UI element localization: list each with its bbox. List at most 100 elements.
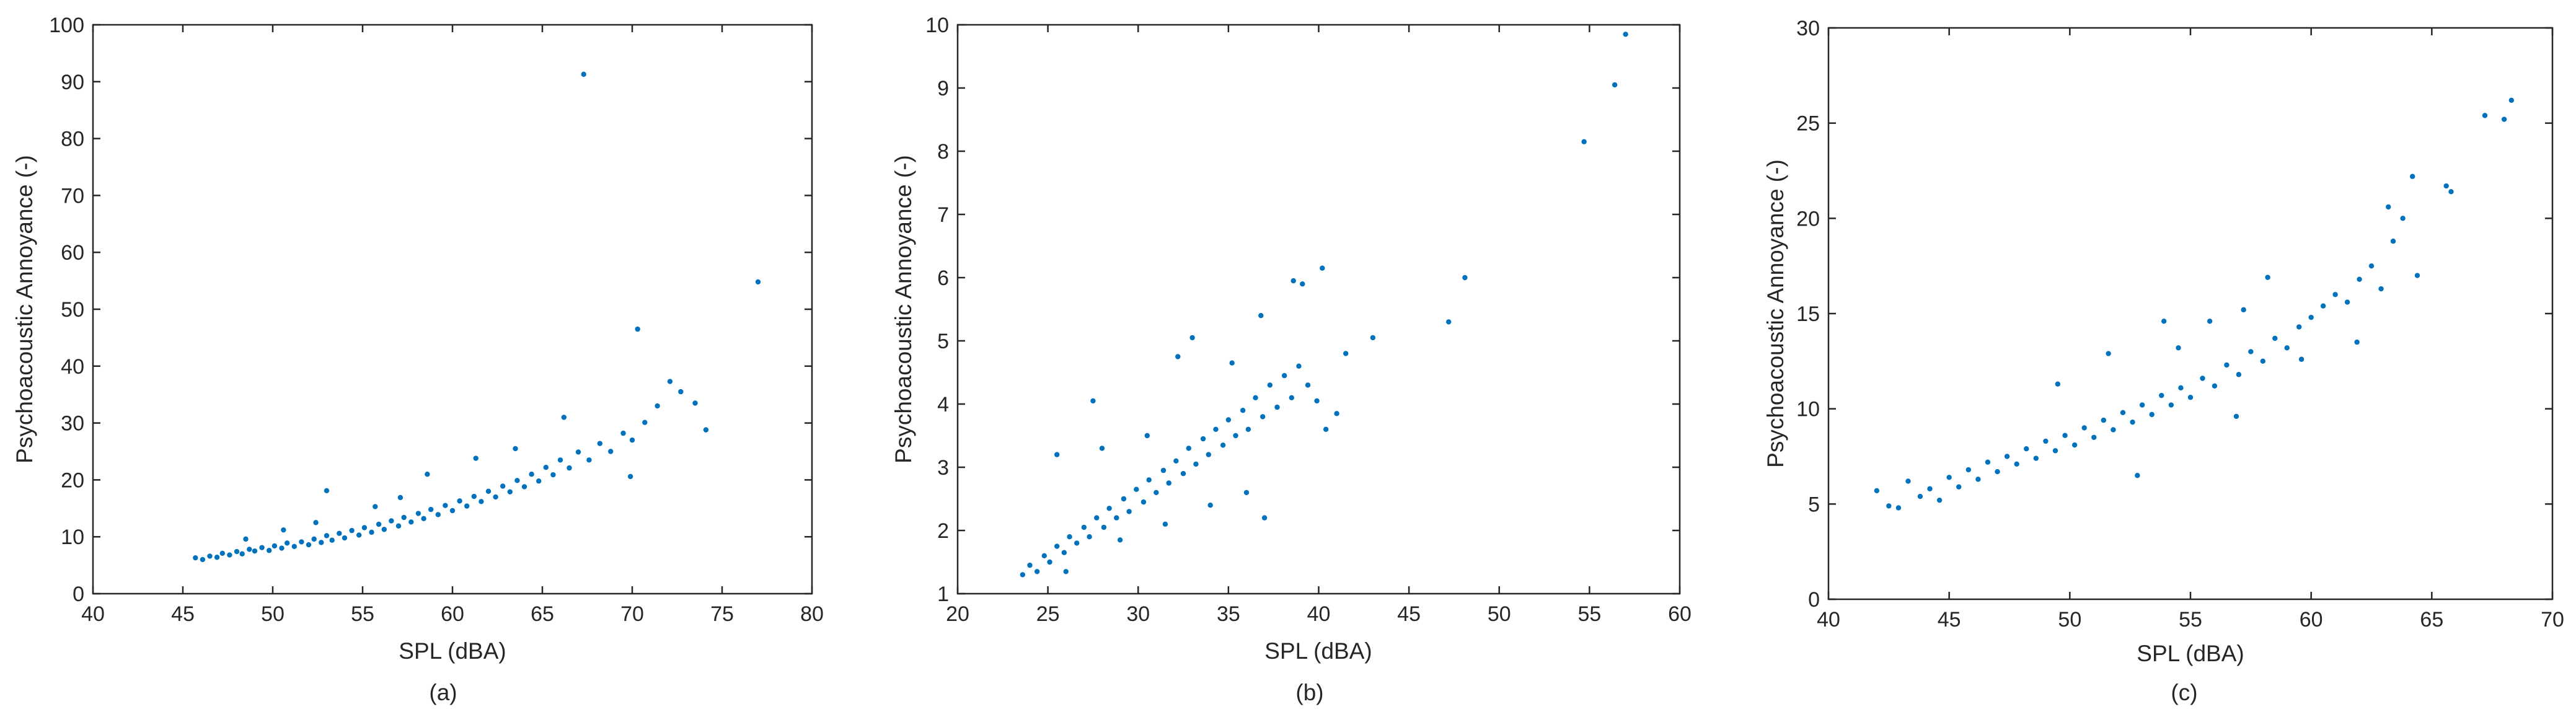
- data-point: [550, 472, 556, 478]
- data-point: [1927, 486, 1933, 491]
- y-tick-label: 1: [937, 583, 949, 606]
- data-point: [1956, 484, 1962, 490]
- data-point: [500, 483, 506, 489]
- data-point: [1153, 490, 1159, 495]
- data-point: [1895, 505, 1902, 511]
- panel-b-y-ticks: 1 2 3 4 5 6 7 8 9 10: [925, 14, 1680, 606]
- data-point: [2414, 273, 2420, 278]
- data-point: [1121, 496, 1127, 502]
- data-point: [2368, 263, 2375, 269]
- panel-b-points: [1020, 32, 1628, 578]
- data-point: [1094, 515, 1100, 521]
- y-tick-label: 30: [1796, 17, 1820, 40]
- data-point: [2344, 299, 2350, 305]
- x-tick-label: 50: [1488, 602, 1511, 626]
- data-point: [678, 389, 684, 395]
- panel-c-y-ticks: 0 5 10 15 20 25 30: [1796, 17, 2552, 612]
- data-point: [1917, 493, 1923, 499]
- data-point: [1260, 414, 1266, 420]
- data-point: [1462, 275, 1468, 281]
- data-point: [513, 446, 518, 452]
- data-point: [2106, 351, 2111, 356]
- data-point: [1207, 503, 1213, 508]
- data-point: [2400, 216, 2406, 221]
- x-tick-label: 25: [1036, 602, 1060, 626]
- data-point: [2168, 402, 2174, 408]
- data-point: [2043, 438, 2049, 444]
- data-point: [1114, 515, 1119, 521]
- data-point: [2501, 117, 2507, 122]
- data-point: [1134, 486, 1139, 492]
- data-point: [1320, 265, 1325, 271]
- data-point: [1220, 442, 1226, 448]
- y-tick-label: 3: [937, 456, 949, 480]
- x-tick-label: 40: [81, 602, 105, 626]
- data-point: [1087, 534, 1092, 540]
- data-point: [361, 525, 368, 530]
- data-point: [219, 550, 225, 556]
- data-point: [397, 495, 404, 501]
- data-point: [421, 516, 426, 522]
- data-point: [1296, 363, 1302, 369]
- data-point: [2149, 411, 2155, 418]
- data-point: [755, 279, 761, 285]
- data-point: [1995, 468, 2000, 475]
- x-tick-label: 60: [1668, 602, 1692, 626]
- data-point: [2055, 381, 2061, 387]
- data-point: [2272, 335, 2278, 341]
- data-point: [1140, 499, 1147, 505]
- y-tick-label: 0: [73, 583, 84, 606]
- panel-b-x-ticks: 20 25 30 35 40 45 50 55 60: [946, 25, 1692, 626]
- y-tick-label: 80: [61, 128, 84, 151]
- data-point: [1067, 534, 1072, 540]
- data-point: [507, 489, 513, 495]
- data-point: [1323, 426, 1329, 432]
- data-point: [529, 472, 534, 477]
- data-point: [1240, 408, 1246, 413]
- data-point: [2091, 434, 2097, 440]
- data-point: [200, 556, 206, 563]
- panel-a: 40 45 50 55 60 65 70 75 80 0 10 20 30 40 50 60 70 80 90 10…: [12, 14, 824, 705]
- data-point: [1253, 395, 1258, 400]
- data-point: [586, 457, 592, 463]
- data-point: [291, 543, 297, 550]
- data-point: [306, 542, 312, 548]
- x-tick-label: 55: [1577, 602, 1601, 626]
- data-point: [1370, 335, 1376, 341]
- data-point: [1446, 319, 1452, 325]
- panel-a-y-ticks: 0 10 20 30 40 50 60 70 80 90 100: [49, 14, 812, 606]
- data-point: [1047, 559, 1052, 565]
- data-point: [457, 498, 462, 504]
- data-point: [1146, 477, 1152, 483]
- data-point: [1946, 475, 1952, 480]
- data-point: [1020, 572, 1026, 578]
- data-point: [415, 511, 421, 516]
- data-point: [193, 555, 198, 561]
- x-tick-label: 45: [171, 602, 195, 626]
- x-tick-label: 60: [441, 602, 464, 626]
- x-tick-label: 80: [800, 602, 824, 626]
- data-point: [629, 437, 635, 443]
- y-tick-label: 50: [61, 298, 84, 322]
- data-point: [227, 552, 232, 558]
- data-point: [1612, 82, 1618, 88]
- data-point: [1975, 477, 1981, 482]
- x-tick-label: 65: [531, 602, 554, 626]
- y-tick-label: 20: [61, 468, 84, 492]
- data-point: [1623, 32, 1628, 37]
- data-point: [342, 535, 348, 541]
- data-point: [2159, 392, 2164, 398]
- data-point: [2130, 419, 2135, 425]
- x-tick-label: 65: [2420, 608, 2443, 631]
- panel-a-points: [193, 71, 761, 563]
- data-point: [1206, 452, 1212, 457]
- data-point: [2052, 448, 2058, 454]
- data-point: [324, 488, 330, 494]
- data-point: [2233, 413, 2239, 420]
- data-point: [319, 540, 324, 545]
- data-point: [1281, 372, 1287, 379]
- panel-a-x-ticks: 40 45 50 55 60 65 70 75 80: [81, 25, 824, 626]
- data-point: [1090, 398, 1096, 404]
- data-point: [2224, 362, 2230, 368]
- data-point: [2308, 314, 2314, 320]
